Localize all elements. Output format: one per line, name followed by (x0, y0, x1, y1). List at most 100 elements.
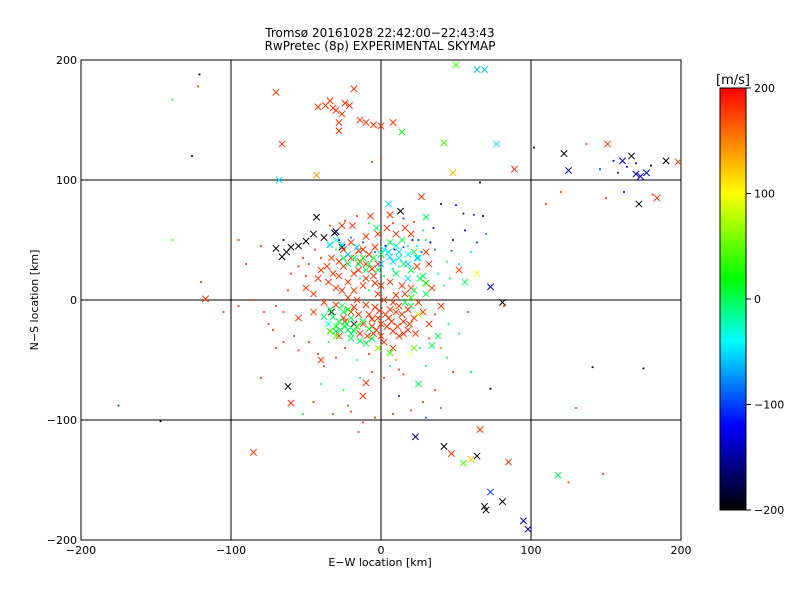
data-point-dot (605, 197, 607, 199)
data-point-x (369, 121, 378, 129)
data-point-dot (398, 395, 400, 397)
data-point-dot (272, 329, 274, 331)
data-point-x (636, 172, 645, 180)
data-point-dot (650, 164, 652, 167)
data-point-x (635, 200, 643, 208)
data-point-dot (344, 219, 346, 222)
data-point-x (359, 392, 367, 400)
data-point-dot (599, 168, 601, 171)
data-point-dot (282, 311, 285, 313)
data-point-x (339, 308, 348, 316)
y-tick-label: 100 (56, 174, 77, 187)
data-point-x (278, 140, 286, 148)
data-point-x (335, 272, 343, 280)
data-point-x (410, 344, 418, 352)
data-point-dot (434, 248, 436, 251)
data-point-x (473, 270, 481, 278)
data-point-dot (602, 473, 604, 475)
data-point-dot (384, 245, 387, 247)
data-point-x (335, 127, 343, 135)
data-point-dot (482, 215, 484, 217)
data-point-dot (317, 353, 319, 355)
data-point-dot (417, 239, 420, 241)
data-point-dot (237, 239, 240, 241)
data-point-dot (449, 277, 451, 280)
data-point-dot (473, 213, 475, 216)
data-point-dot (626, 165, 628, 168)
data-point-x (473, 452, 481, 460)
x-tick-label: −200 (66, 544, 96, 557)
data-point-dot (398, 368, 400, 371)
data-point-x (392, 291, 400, 299)
data-point-dot (356, 359, 358, 361)
data-point-dot (374, 416, 376, 419)
data-point-x (428, 342, 436, 350)
grid-lines (81, 60, 681, 540)
x-tick-label: 200 (671, 544, 692, 557)
data-point-dot (413, 221, 415, 223)
data-point-x (359, 254, 367, 262)
data-point-x (338, 302, 346, 310)
data-point-x (449, 169, 457, 177)
data-point-x (461, 278, 469, 286)
data-point-dot (425, 239, 427, 241)
data-point-dot (462, 212, 465, 215)
data-point-x (345, 102, 354, 110)
data-point-dot (612, 159, 615, 162)
data-point-dot (591, 366, 594, 369)
data-point-x (398, 310, 406, 318)
data-point-x (377, 320, 385, 328)
data-point-x (324, 278, 333, 286)
data-point-x (356, 330, 364, 338)
data-point-dot (402, 217, 405, 220)
data-point-dot (422, 229, 424, 232)
data-point-x (350, 270, 358, 278)
data-point-x (386, 253, 394, 261)
data-point-dot (617, 171, 619, 174)
data-point-x (329, 270, 337, 278)
data-point-x (380, 246, 388, 254)
data-point-dot (293, 335, 295, 337)
data-point-x (359, 318, 367, 326)
data-point-dot (398, 265, 400, 268)
data-point-x (354, 260, 363, 268)
data-point-x (350, 254, 358, 262)
data-point-x (372, 224, 381, 232)
data-point-x (374, 266, 382, 274)
data-point-dot (344, 347, 346, 349)
data-point-dot (416, 245, 418, 247)
data-point-x (414, 298, 423, 306)
data-point-x (407, 266, 415, 274)
data-point-x (362, 379, 370, 387)
data-point-dot (434, 389, 436, 391)
data-point-dot (357, 431, 360, 433)
data-point-dot (332, 413, 334, 415)
data-point-x (389, 118, 397, 126)
data-point-x (473, 66, 481, 74)
data-point-dot (267, 323, 270, 325)
data-point-x (399, 330, 408, 338)
data-point-dot (245, 263, 247, 265)
data-point-dot (380, 157, 382, 160)
data-point-dot (230, 287, 232, 289)
data-point-x (368, 334, 376, 342)
data-point-x (632, 170, 640, 178)
data-point-x (335, 318, 343, 326)
data-point-x (653, 194, 661, 202)
data-point-x (410, 286, 418, 294)
data-point-dot (422, 401, 424, 403)
data-point-x (486, 283, 495, 291)
data-point-x (389, 344, 397, 352)
data-point-dot (320, 383, 322, 385)
data-point-dot (429, 241, 432, 244)
data-point-dot (374, 251, 376, 253)
data-point-x (398, 282, 406, 290)
data-point-x (338, 110, 346, 118)
data-point-x (347, 330, 355, 338)
data-point-x (642, 169, 651, 177)
data-point-x (434, 332, 442, 340)
data-point-x (404, 260, 412, 268)
data-point-x (366, 212, 375, 220)
data-point-x (386, 349, 394, 357)
data-point-x (353, 243, 361, 251)
